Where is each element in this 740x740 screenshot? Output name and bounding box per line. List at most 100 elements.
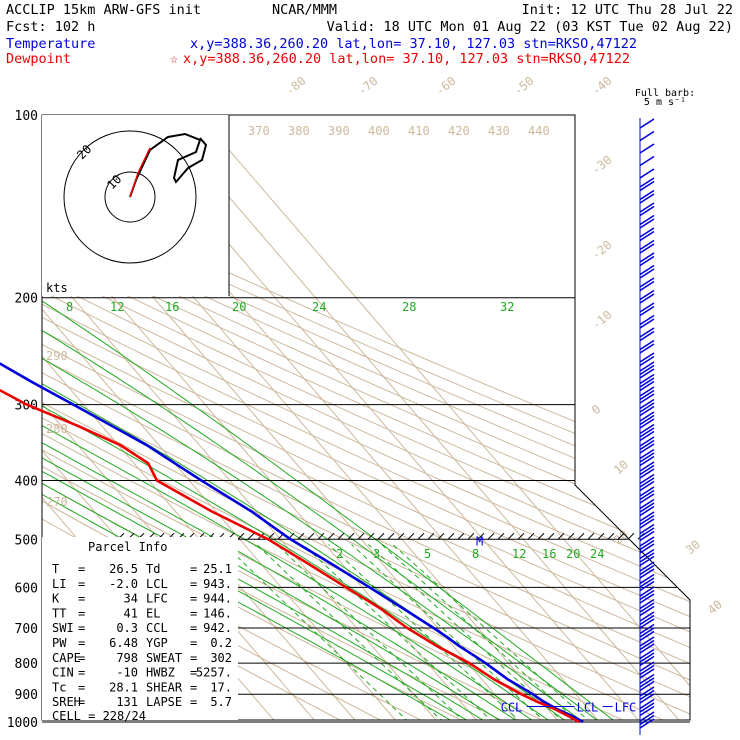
wind-barb bbox=[639, 605, 655, 617]
wind-barb bbox=[639, 698, 655, 710]
isotherm-label: -80 bbox=[283, 74, 309, 99]
wind-barb bbox=[639, 664, 655, 676]
wind-barb bbox=[639, 539, 655, 551]
lcl-marker-label: LCL bbox=[577, 701, 599, 715]
wind-barb bbox=[639, 218, 655, 229]
dry-adiabat-line bbox=[42, 115, 690, 720]
parcel-row-name: PW bbox=[52, 636, 67, 650]
wind-barb bbox=[639, 189, 655, 201]
wind-barb bbox=[639, 411, 655, 422]
theta-label: 420 bbox=[448, 124, 470, 138]
wet-bulb-label: 12 bbox=[110, 300, 124, 314]
pressure-tick-label: 200 bbox=[15, 292, 38, 307]
pressure-tick-label: 700 bbox=[15, 622, 38, 637]
dry-adiabat-line bbox=[42, 115, 690, 720]
wind-barb bbox=[639, 436, 655, 447]
parcel-row-name: LI bbox=[52, 577, 66, 591]
parcel-row-name: SWI bbox=[52, 621, 74, 635]
forecast-hour: Fcst: 102 h bbox=[6, 19, 95, 35]
mixing-ratio-label: 24 bbox=[590, 547, 604, 561]
wind-barb bbox=[639, 393, 655, 404]
series-line-temperature bbox=[0, 362, 584, 724]
hatch-mark bbox=[607, 532, 615, 540]
parcel-row-eq: = bbox=[78, 666, 85, 680]
parcel-row-value: -2.0 bbox=[109, 577, 138, 591]
parcel-row-value: 5.7 bbox=[210, 695, 232, 709]
header: ACCLIP 15km ARW-GFS init NCAR/MMM Init: … bbox=[6, 2, 733, 108]
parcel-row-eq: = bbox=[78, 621, 85, 635]
wind-barb bbox=[639, 180, 655, 192]
wind-barb bbox=[639, 352, 655, 363]
wind-barb bbox=[639, 689, 655, 701]
wind-barb bbox=[639, 677, 655, 688]
wind-barb bbox=[639, 511, 655, 522]
parcel-row-eq: = bbox=[190, 577, 197, 591]
parcel-row-value: 17. bbox=[210, 680, 232, 694]
parcel-row-name: Tc bbox=[52, 680, 66, 694]
wind-barb bbox=[639, 593, 655, 604]
mixing-ratio-label: 8 bbox=[472, 547, 479, 561]
dry-adiabat-line bbox=[42, 115, 690, 720]
wind-barb bbox=[639, 118, 655, 129]
wind-barb bbox=[639, 343, 655, 354]
wind-barb bbox=[639, 489, 655, 501]
mixing-ratio-label: 20 bbox=[566, 547, 580, 561]
wind-barb bbox=[639, 398, 655, 410]
parcel-row-eq: = bbox=[78, 636, 85, 650]
parcel-info-title: Parcel Info bbox=[88, 540, 167, 554]
parcel-row-name: CIN bbox=[52, 666, 74, 680]
wind-barb bbox=[639, 714, 655, 726]
wind-barb bbox=[639, 443, 655, 454]
wind-barb bbox=[639, 243, 655, 254]
dry-adiabat-line bbox=[42, 115, 690, 720]
hatch-mark bbox=[577, 532, 585, 540]
hatch-mark bbox=[627, 532, 635, 540]
wind-barb bbox=[639, 305, 655, 317]
wind-barb bbox=[639, 239, 655, 251]
parcel-row-value: 944. bbox=[203, 592, 232, 606]
org-label: NCAR/MMM bbox=[272, 2, 337, 18]
hatch-mark bbox=[327, 532, 335, 540]
wind-barb bbox=[639, 561, 655, 572]
pressure-tick-label: 600 bbox=[15, 581, 38, 596]
wind-barb bbox=[639, 586, 655, 597]
parcel-row-eq: = bbox=[190, 606, 197, 620]
parcel-row-value: 798 bbox=[116, 651, 138, 665]
wind-barb bbox=[639, 155, 655, 167]
wet-bulb-label: 32 bbox=[500, 300, 514, 314]
pressure-tick-label: 1000 bbox=[7, 716, 38, 731]
hatch-mark bbox=[397, 532, 405, 540]
dry-adiabat-line bbox=[42, 115, 690, 720]
wind-barb bbox=[639, 377, 655, 388]
wind-barb bbox=[639, 611, 655, 622]
wind-barb bbox=[639, 430, 655, 442]
hatch-mark bbox=[297, 532, 305, 540]
parcel-row-eq: = bbox=[78, 651, 85, 665]
moist-adiabat-line bbox=[42, 276, 535, 720]
wind-barb bbox=[639, 580, 655, 592]
lfc-marker-label: LFC bbox=[615, 701, 637, 715]
isotherm-label: 30 bbox=[683, 537, 703, 557]
wind-barb bbox=[639, 168, 655, 179]
hodograph-units: kts bbox=[46, 281, 68, 295]
wind-barb bbox=[639, 614, 655, 626]
wind-barb bbox=[639, 252, 655, 263]
parcel-row-name: HWBZ bbox=[146, 666, 175, 680]
hatch-mark bbox=[417, 532, 425, 540]
hatch-mark bbox=[617, 532, 625, 540]
wind-barb bbox=[639, 293, 655, 304]
hodograph-ring bbox=[63, 130, 197, 264]
pressure-tick-label: 500 bbox=[15, 533, 38, 548]
isotherm-line bbox=[42, 115, 438, 720]
wind-barb bbox=[639, 536, 655, 547]
wind-barb bbox=[639, 448, 655, 460]
parcel-row-value: 943. bbox=[203, 577, 232, 591]
wind-barb bbox=[639, 502, 655, 513]
wind-barb bbox=[639, 380, 655, 392]
parcel-row-value: 5257. bbox=[196, 666, 232, 680]
wind-barb bbox=[639, 643, 655, 654]
hatch-mark bbox=[237, 532, 245, 540]
theta-label: 390 bbox=[328, 124, 350, 138]
parcel-row-eq: = bbox=[190, 562, 197, 576]
